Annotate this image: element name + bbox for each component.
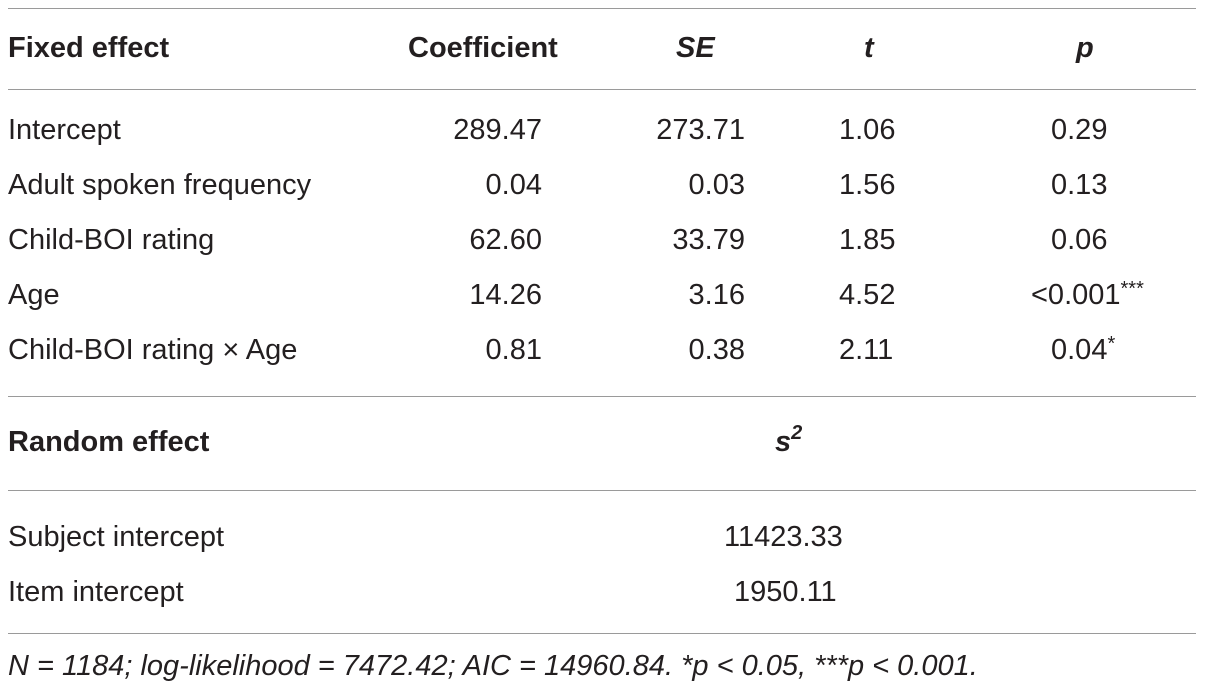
coefficient-value: 0.81 xyxy=(485,334,542,366)
se-header: SE xyxy=(676,32,715,64)
table-top-rule xyxy=(8,8,1196,9)
row-label: Age xyxy=(8,279,60,311)
row-label: Intercept xyxy=(8,114,121,146)
table-row: Subject intercept 11423.33 xyxy=(0,515,1215,559)
coefficient-value: 62.60 xyxy=(469,224,542,256)
table-row: Adult spoken frequency 0.04 0.03 1.56 0.… xyxy=(0,163,1215,207)
coefficient-header: Coefficient xyxy=(408,32,558,64)
table-bottom-rule xyxy=(8,633,1196,634)
coefficient-value: 0.04 xyxy=(485,169,542,201)
t-header: t xyxy=(864,32,874,64)
fixed-header-rule xyxy=(8,89,1196,90)
se-value: 273.71 xyxy=(656,114,745,146)
random-header-rule xyxy=(8,490,1196,491)
p-value: 0.06 xyxy=(1051,224,1108,256)
table-row: Age 14.26 3.16 4.52 <0.001*** xyxy=(0,273,1215,317)
random-effect-header-row: Random effect s2 xyxy=(0,420,1215,464)
p-value: <0.001*** xyxy=(1031,278,1144,311)
t-value: 1.85 xyxy=(839,224,896,256)
t-value: 1.56 xyxy=(839,169,896,201)
p-value: 0.13 xyxy=(1051,169,1108,201)
coefficient-value: 14.26 xyxy=(469,279,542,311)
t-value: 2.11 xyxy=(839,334,894,366)
row-label: Child-BOI rating × Age xyxy=(8,334,298,366)
table-row: Item intercept 1950.11 xyxy=(0,570,1215,614)
variance-value: 1950.11 xyxy=(734,576,837,608)
fixed-effect-header-row: Fixed effect Coefficient SE t p xyxy=(0,26,1215,70)
coefficient-value: 289.47 xyxy=(453,114,542,146)
p-value: 0.29 xyxy=(1051,114,1108,146)
table-footnote: N = 1184; log-likelihood = 7472.42; AIC … xyxy=(8,650,978,682)
variance-header: s2 xyxy=(775,422,803,458)
t-value: 1.06 xyxy=(839,114,896,146)
se-value: 33.79 xyxy=(672,224,745,256)
row-label: Subject intercept xyxy=(8,521,225,553)
row-label: Child-BOI rating xyxy=(8,224,215,256)
p-value: 0.04* xyxy=(1051,333,1116,366)
se-value: 3.16 xyxy=(688,279,745,311)
se-value: 0.03 xyxy=(688,169,745,201)
row-label: Item intercept xyxy=(8,576,184,608)
table-row: Intercept 289.47 273.71 1.06 0.29 xyxy=(0,108,1215,152)
table-row: Child-BOI rating × Age 0.81 0.38 2.11 0.… xyxy=(0,328,1215,372)
row-label: Adult spoken frequency xyxy=(8,169,312,201)
t-value: 4.52 xyxy=(839,279,896,311)
p-header: p xyxy=(1076,32,1094,64)
se-value: 0.38 xyxy=(688,334,745,366)
random-effect-header-label: Random effect xyxy=(8,426,210,458)
variance-value: 11423.33 xyxy=(724,521,843,553)
fixed-effect-header-label: Fixed effect xyxy=(8,32,170,64)
section-divider-rule xyxy=(8,396,1196,397)
table-row: Child-BOI rating 62.60 33.79 1.85 0.06 xyxy=(0,218,1215,262)
